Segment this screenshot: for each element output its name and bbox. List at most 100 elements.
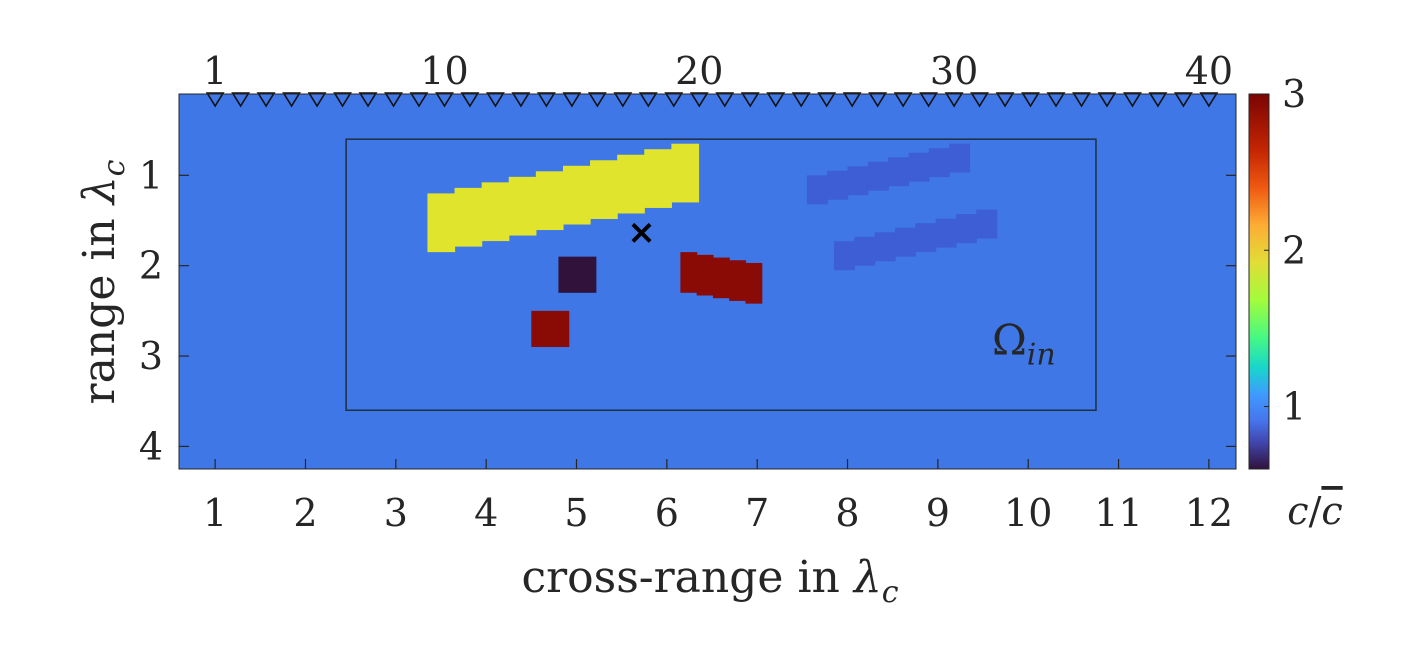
sensor-marker xyxy=(1148,92,1168,108)
sensor-marker xyxy=(868,92,888,108)
sensor-marker xyxy=(435,92,454,108)
blue-bar-upper-step xyxy=(908,152,930,182)
sensor-marker xyxy=(205,92,225,108)
yellow-staircase-step xyxy=(481,182,510,242)
yellow-staircase-step xyxy=(427,193,456,253)
x-axis-label-text: cross-range in xyxy=(521,552,853,603)
sensor-marker xyxy=(817,92,837,108)
x-axis-label-symbol: λ xyxy=(852,552,882,603)
sensor-marker xyxy=(995,92,1015,108)
x-axis-label-sub: c xyxy=(882,575,899,610)
yellow-staircase-step xyxy=(590,160,618,219)
colorbar-gradient xyxy=(1248,93,1270,470)
blue-bar-lower-step xyxy=(894,227,916,257)
sensor-marker xyxy=(944,92,964,108)
sensor-marker xyxy=(256,92,276,108)
x-tick-label: 10 xyxy=(1004,491,1052,535)
sensor-marker xyxy=(791,92,811,108)
region-omega-in-label: Ωin xyxy=(992,315,1056,372)
sensor-marker xyxy=(766,92,786,108)
yellow-staircase-step xyxy=(508,176,537,236)
blue-bar-lower-step xyxy=(976,209,998,239)
source-marker: × xyxy=(627,212,656,252)
y-tick-label: 1 xyxy=(139,153,163,197)
blue-bar-lower-step xyxy=(854,236,876,266)
sensor-marker xyxy=(1199,92,1219,108)
red-block-step xyxy=(696,254,714,296)
sensor-marker xyxy=(1097,92,1117,108)
x-axis: 1 2 3 4 5 6 7 8 9 10 11 12 xyxy=(203,459,1233,535)
blue-bar-lower-step xyxy=(915,223,937,253)
yellow-staircase-step xyxy=(671,143,700,203)
sensor-marker xyxy=(613,92,633,108)
yellow-staircase-step xyxy=(562,165,591,225)
top-tick-label: 10 xyxy=(420,49,468,93)
x-tick-label: 12 xyxy=(1185,491,1233,535)
x-tick-label: 2 xyxy=(293,491,317,535)
colorbar-label-cbar: c xyxy=(1321,489,1342,533)
sensor-marker xyxy=(358,92,378,108)
sensor-marker xyxy=(384,92,403,108)
blue-bar-upper-step xyxy=(806,175,828,205)
sensor-marker xyxy=(893,92,913,108)
colorbar-tick-label: 2 xyxy=(1282,228,1306,272)
top-tick-label: 1 xyxy=(203,49,227,93)
sensor-marker xyxy=(460,92,480,108)
sensor-marker xyxy=(307,92,327,108)
x-tick-label: 7 xyxy=(745,491,769,535)
sensor-marker xyxy=(842,92,862,108)
plot-frame xyxy=(178,93,1237,470)
sensor-marker xyxy=(689,92,709,108)
sensor-marker xyxy=(638,92,658,108)
sensor-marker xyxy=(919,92,939,108)
x-tick-label: 11 xyxy=(1094,491,1142,535)
colorbar-tick-label: 3 xyxy=(1282,72,1306,116)
sensor-marker xyxy=(1046,92,1066,108)
blue-bar-lower-step xyxy=(935,218,957,248)
yellow-staircase-step xyxy=(535,171,564,231)
top-tick-label: 30 xyxy=(930,49,978,93)
sensor-marker xyxy=(282,92,302,108)
blue-bar-upper-step xyxy=(949,143,971,173)
sensor-marker xyxy=(664,92,684,108)
x-tick-label: 8 xyxy=(835,491,859,535)
blue-bar-upper-step xyxy=(827,170,849,200)
objects-layer xyxy=(427,143,998,348)
blue-bar-upper-step xyxy=(928,148,950,178)
blue-bar-upper-step xyxy=(867,161,889,191)
red-block-step xyxy=(745,262,763,304)
sensor-marker xyxy=(485,92,505,108)
top-tick-labels: 1 10 20 30 40 xyxy=(203,49,1233,93)
y-axis: 1 2 3 4 xyxy=(139,153,1236,468)
x-tick-label: 9 xyxy=(926,491,950,535)
region-omega-sub: in xyxy=(1027,337,1056,372)
top-tick-label: 20 xyxy=(675,49,723,93)
x-tick-label: 1 xyxy=(203,491,227,535)
yellow-staircase-step xyxy=(617,154,645,214)
yellow-staircase-step xyxy=(454,187,483,247)
sensor-marker xyxy=(409,92,429,108)
y-axis-label-sub: c xyxy=(97,159,132,176)
region-omega-in-box xyxy=(345,138,1097,412)
sensor-marker xyxy=(587,92,607,108)
y-axis-label-text: range in xyxy=(74,204,125,404)
y-tick-label: 2 xyxy=(139,244,163,288)
red-block-step xyxy=(712,257,730,299)
colorbar-tick-label: 1 xyxy=(1282,385,1306,429)
sensors-layer xyxy=(205,92,1219,108)
x-tick-label: 3 xyxy=(384,491,408,535)
sensor-marker xyxy=(536,92,556,108)
blue-bar-lower xyxy=(833,209,998,271)
blue-bar-upper-step xyxy=(888,157,910,187)
colorbar-label: c/c xyxy=(1287,489,1342,533)
x-tick-label: 4 xyxy=(474,491,498,535)
red-block xyxy=(680,252,763,304)
x-tick-label: 5 xyxy=(564,491,588,535)
y-tick-label: 3 xyxy=(139,334,163,378)
red-square xyxy=(531,310,570,348)
region-omega-symbol: Ω xyxy=(992,315,1027,364)
colorbar-label-c: c xyxy=(1287,489,1308,533)
yellow-staircase xyxy=(427,143,700,253)
sensor-marker xyxy=(740,92,760,108)
dark-square-cell xyxy=(558,256,597,293)
